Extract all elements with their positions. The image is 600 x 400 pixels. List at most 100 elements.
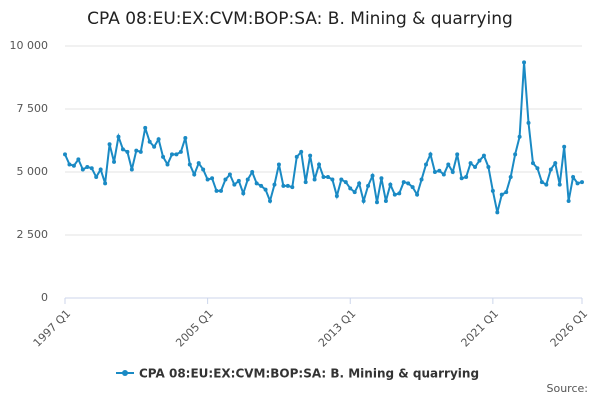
- point: [468, 161, 473, 166]
- point: [321, 175, 326, 180]
- point: [486, 164, 491, 169]
- point: [339, 177, 344, 182]
- point: [415, 192, 420, 197]
- point: [357, 181, 362, 186]
- source: Source:: [547, 382, 589, 395]
- point: [450, 170, 455, 174]
- point: [107, 142, 112, 147]
- point: [250, 170, 255, 174]
- point: [352, 190, 357, 195]
- point: [366, 183, 371, 188]
- point: [294, 154, 299, 159]
- point: [517, 134, 522, 139]
- point: [272, 182, 277, 187]
- point: [245, 177, 250, 182]
- point: [178, 149, 183, 154]
- point: [268, 198, 273, 203]
- point: [410, 185, 415, 190]
- point: [544, 182, 549, 187]
- point: [112, 159, 117, 164]
- point: [571, 175, 576, 180]
- point: [441, 172, 446, 177]
- point: [290, 185, 295, 190]
- x-tick-label: 1997 Q1: [31, 307, 74, 350]
- x-tick-label: 2013 Q1: [316, 307, 359, 350]
- point: [548, 167, 553, 172]
- point: [464, 175, 469, 180]
- point: [259, 183, 264, 188]
- point: [192, 172, 197, 177]
- point: [379, 176, 384, 181]
- point: [473, 164, 478, 169]
- point: [325, 175, 330, 180]
- point: [330, 177, 335, 182]
- y-tick-label: 2 500: [17, 228, 49, 241]
- point: [71, 163, 76, 168]
- point: [303, 180, 308, 185]
- y-tick-label: 0: [41, 291, 48, 304]
- point: [490, 188, 495, 193]
- point: [508, 175, 513, 180]
- point: [397, 191, 402, 196]
- point: [455, 152, 460, 157]
- point: [557, 182, 562, 187]
- point: [254, 181, 259, 186]
- x-tick-label: 2005 Q1: [173, 307, 216, 350]
- point: [495, 210, 500, 215]
- point: [138, 149, 143, 154]
- legend-marker: [122, 370, 128, 376]
- point: [530, 161, 535, 166]
- point: [161, 154, 166, 159]
- point: [223, 177, 228, 182]
- point: [210, 176, 215, 181]
- point: [361, 198, 366, 203]
- point: [263, 187, 268, 192]
- point: [156, 137, 161, 142]
- x-tick-label: 2026 Q1: [548, 307, 591, 350]
- point: [428, 152, 433, 157]
- series-line: [64, 62, 583, 213]
- point: [513, 152, 518, 157]
- point: [334, 193, 339, 198]
- point: [481, 153, 486, 158]
- point: [299, 149, 304, 154]
- legend-label: CPA 08:EU:EX:CVM:BOP:SA: B. Mining & qua…: [139, 367, 479, 381]
- point: [76, 157, 81, 162]
- point: [205, 177, 210, 182]
- point: [80, 167, 85, 172]
- point: [432, 170, 437, 174]
- y-tick-label: 5 000: [17, 165, 49, 178]
- point: [125, 149, 130, 154]
- point: [370, 173, 375, 178]
- point: [285, 183, 290, 188]
- point: [553, 161, 558, 166]
- y-tick-label: 7 500: [17, 102, 49, 115]
- point: [562, 144, 567, 149]
- point: [566, 198, 571, 203]
- point: [63, 152, 67, 157]
- point: [98, 167, 103, 172]
- point: [343, 180, 348, 185]
- point: [539, 180, 544, 185]
- point: [437, 168, 442, 173]
- point: [401, 180, 406, 185]
- point: [388, 182, 393, 187]
- point: [169, 152, 174, 157]
- point: [477, 158, 482, 163]
- point: [134, 148, 139, 153]
- point: [236, 178, 241, 183]
- point: [103, 181, 108, 186]
- point: [317, 162, 322, 167]
- point: [575, 181, 580, 186]
- point: [406, 181, 411, 186]
- point: [522, 60, 527, 65]
- point: [183, 135, 188, 140]
- point: [281, 183, 286, 188]
- point: [535, 166, 540, 171]
- point: [201, 167, 206, 172]
- point: [187, 162, 192, 167]
- point: [227, 172, 232, 177]
- point: [424, 162, 429, 167]
- point: [94, 175, 99, 180]
- point: [312, 177, 317, 182]
